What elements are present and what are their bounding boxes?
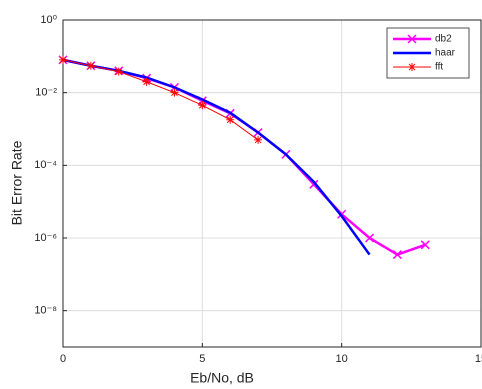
x-tick-label: 10 (336, 353, 348, 365)
data-point (392, 250, 402, 260)
y-tick-label: 10⁻² (35, 87, 57, 99)
legend-marker (407, 34, 417, 44)
axes-box (62, 19, 482, 348)
legend-label: db2 (435, 34, 452, 45)
data-point (226, 115, 235, 124)
y-tick-label: 10⁻⁸ (34, 305, 57, 317)
x-tick-label: 5 (199, 353, 205, 365)
data-point (420, 240, 430, 250)
data-point (142, 77, 151, 86)
series-line (62, 58, 371, 256)
y-tick-label: 10⁰ (40, 14, 57, 26)
data-point (59, 55, 67, 64)
legend-marker (408, 63, 416, 71)
y-tick-label: 10⁻⁴ (34, 159, 57, 171)
data-point (198, 101, 207, 110)
data-point (114, 67, 123, 76)
data-point (365, 233, 375, 243)
data-point (86, 61, 95, 70)
data-point (170, 88, 179, 97)
legend-label: haar (435, 48, 456, 59)
y-axis-label: Bit Error Rate (9, 140, 25, 225)
legend-label: fft (435, 62, 443, 73)
x-tick-label: 0 (60, 353, 66, 365)
y-tick-label: 10⁻⁶ (34, 232, 57, 244)
data-point (254, 135, 263, 144)
x-axis-label: Eb/No, dB (190, 370, 254, 386)
x-tick-label: 15 (475, 353, 482, 365)
series-line (62, 59, 259, 141)
